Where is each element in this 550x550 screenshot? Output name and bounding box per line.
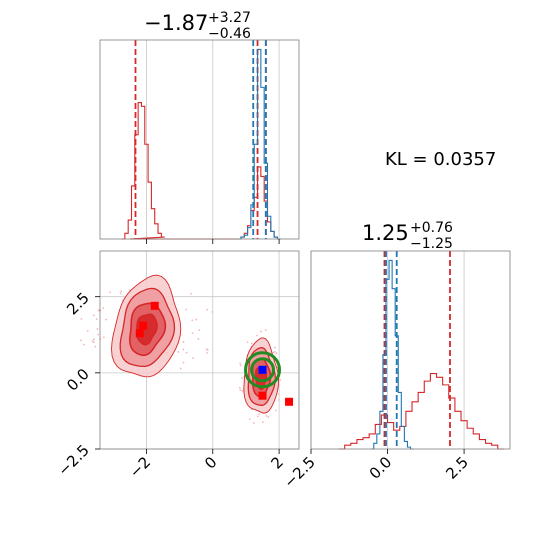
title-p1-sup: +3.27 <box>208 10 251 26</box>
sample-point <box>182 341 185 343</box>
x-tick-label: 0 <box>201 453 220 472</box>
sample-point <box>206 348 209 351</box>
title-p1: −1.87 <box>144 11 208 35</box>
sample-point <box>250 342 253 345</box>
sample-point <box>241 390 244 392</box>
sample-point <box>92 314 95 317</box>
sample-point <box>86 330 89 332</box>
sample-point <box>267 416 270 418</box>
sample-point <box>195 318 198 321</box>
sample-point <box>190 292 193 295</box>
sample-point <box>277 393 280 396</box>
sample-point <box>252 422 255 424</box>
sample-point <box>105 318 108 321</box>
sample-point <box>275 409 277 412</box>
sample-point <box>239 364 242 367</box>
sample-point <box>248 418 251 420</box>
sample-point <box>238 386 241 389</box>
sample-point <box>119 292 122 295</box>
sample-point <box>256 334 258 337</box>
blue-marker <box>258 365 267 374</box>
panel-frame <box>310 250 511 450</box>
sample-point <box>206 308 209 311</box>
sample-point <box>279 378 282 381</box>
red-marker <box>285 397 294 406</box>
red-marker <box>139 321 148 330</box>
sample-point <box>273 351 276 353</box>
blue-histogram <box>370 259 414 450</box>
panel-frame <box>99 250 300 450</box>
sample-point <box>274 346 276 349</box>
sample-point <box>185 351 188 354</box>
x-tick-label: −2 <box>126 453 154 481</box>
sample-point <box>109 291 111 294</box>
title-p2-sub: −1.25 <box>410 236 453 252</box>
title-p2-sup: +0.76 <box>410 220 453 236</box>
marginal-p1-panel <box>99 39 300 244</box>
y-tick-label: 2.5 <box>63 289 93 319</box>
sample-point <box>79 339 82 342</box>
sample-point <box>185 308 188 311</box>
sample-point <box>80 317 83 320</box>
sample-point <box>95 318 98 320</box>
sample-point <box>246 341 249 344</box>
sample-point <box>179 367 182 370</box>
sample-point <box>182 348 185 351</box>
red-marker <box>150 301 159 310</box>
sample-point <box>206 351 209 354</box>
sample-point <box>102 307 105 309</box>
sample-point <box>96 328 99 330</box>
sample-point <box>92 341 95 344</box>
x-tick-label: 2 <box>267 453 286 472</box>
kl-label: KL = 0.0357 <box>385 149 496 170</box>
red-marker <box>135 329 144 338</box>
sample-point <box>198 329 201 332</box>
sample-point <box>191 332 194 335</box>
green-contour-ring <box>250 357 276 383</box>
sample-point <box>258 413 260 416</box>
title-p2: 1.25 <box>362 221 409 245</box>
sample-point <box>191 319 194 322</box>
x-tick-label: 0.0 <box>366 453 396 483</box>
sample-point <box>211 310 214 313</box>
sample-point <box>272 351 275 354</box>
y-tick-label: 0.0 <box>63 365 93 395</box>
red-histogram <box>338 373 504 450</box>
sample-point <box>120 290 123 293</box>
joint-p1-p2-panel: −2 0 2 −2.5 0.0 2.5 <box>54 250 300 481</box>
blue-histogram <box>237 48 281 240</box>
sample-point <box>97 309 100 312</box>
panel-frame <box>99 39 300 240</box>
sample-point <box>197 337 200 340</box>
green-contour-ring <box>244 351 282 389</box>
sample-point <box>94 345 97 348</box>
red-marker <box>258 391 267 400</box>
sample-point <box>239 362 242 365</box>
sample-point <box>260 330 262 333</box>
sample-point <box>182 361 185 364</box>
sample-point <box>264 329 267 332</box>
sample-point <box>192 357 194 360</box>
sample-point <box>278 398 280 401</box>
title-p1-sub: −0.46 <box>208 26 251 42</box>
sample-point <box>241 377 243 379</box>
sample-point <box>256 415 259 418</box>
sample-point <box>97 333 100 336</box>
sample-point <box>239 389 242 392</box>
y-tick-label: −2.5 <box>54 441 92 479</box>
sample-point <box>265 415 268 417</box>
marginal-p2-panel: −2.5 0.0 2.5 <box>280 250 511 492</box>
sample-point <box>275 352 278 355</box>
sample-point <box>262 421 264 423</box>
title-p2-base: 1.25 <box>362 221 409 245</box>
sample-point <box>102 336 105 339</box>
sample-point <box>177 351 180 353</box>
sample-point <box>92 338 95 341</box>
sample-point <box>83 343 86 346</box>
x-tick-label: 2.5 <box>442 453 472 483</box>
x-tick-label: −2.5 <box>280 453 318 491</box>
title-p1-base: −1.87 <box>144 11 208 35</box>
